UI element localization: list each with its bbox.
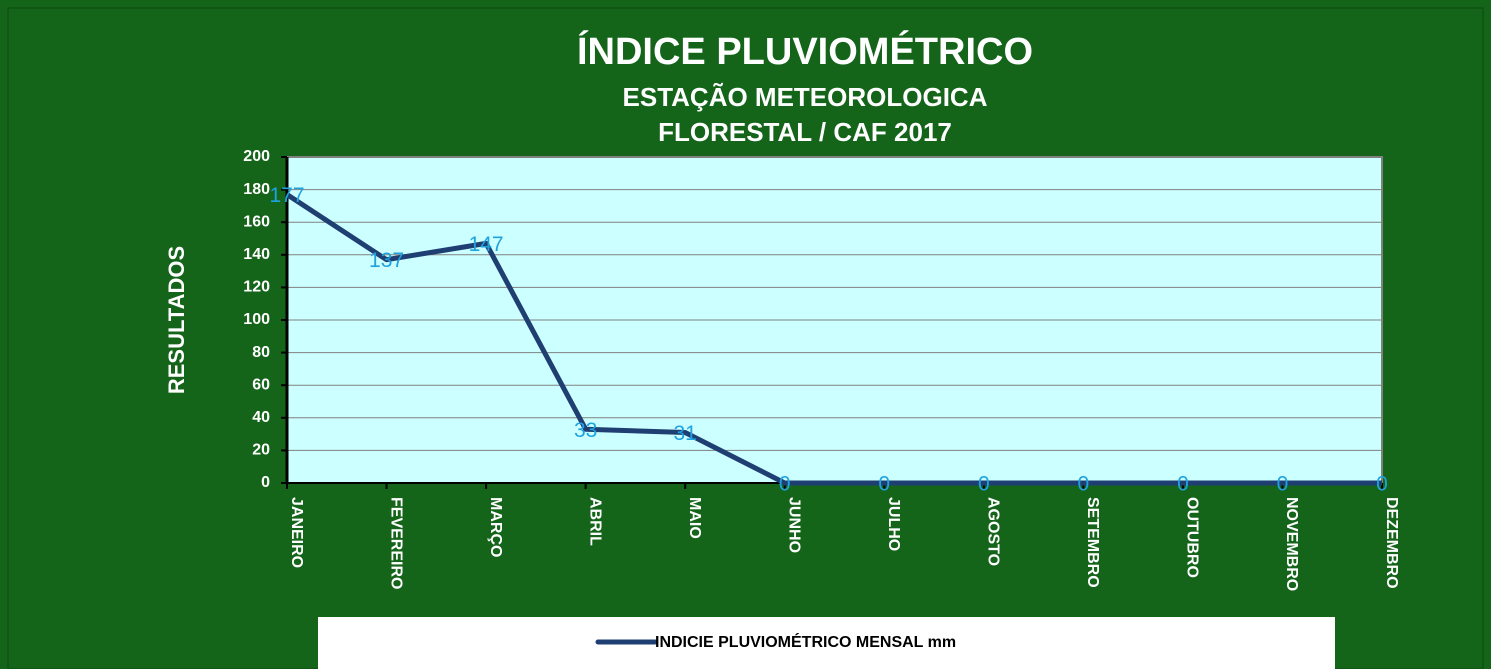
y-tick-label: 20 — [252, 442, 270, 459]
data-label: 0 — [978, 473, 990, 496]
chart-title: ÍNDICE PLUVIOMÉTRICO — [577, 29, 1033, 73]
data-label: 0 — [1277, 473, 1289, 496]
y-tick-label: 180 — [243, 181, 270, 198]
data-label: 0 — [1376, 473, 1388, 496]
x-tick-label: NOVEMBRO — [1283, 497, 1300, 591]
data-label: 0 — [1177, 473, 1189, 496]
y-tick-label: 100 — [243, 311, 270, 328]
x-tick-label: JUNHO — [785, 497, 802, 553]
data-label: 0 — [779, 473, 791, 496]
x-tick-label: ABRIL — [586, 497, 603, 546]
chart-subtitle: FLORESTAL / CAF 2017 — [658, 117, 952, 147]
y-tick-label: 80 — [252, 344, 270, 361]
chart-subtitle: ESTAÇÃO METEOROLOGICA — [623, 82, 988, 112]
y-tick-label: 60 — [252, 376, 270, 393]
data-label: 33 — [574, 419, 597, 442]
y-tick-label: 120 — [243, 279, 270, 296]
x-tick-label: DEZEMBRO — [1383, 497, 1400, 589]
data-label: 177 — [269, 184, 304, 207]
data-label: 147 — [469, 233, 504, 256]
data-label: 0 — [878, 473, 890, 496]
x-tick-label: AGOSTO — [985, 497, 1002, 566]
x-tick-label: MARÇO — [487, 497, 504, 557]
data-label: 31 — [674, 422, 697, 445]
legend — [318, 617, 1335, 669]
x-tick-label: JULHO — [885, 497, 902, 551]
x-tick-label: SETEMBRO — [1084, 497, 1101, 588]
x-tick-label: JANEIRO — [288, 497, 305, 568]
x-tick-label: MAIO — [686, 497, 703, 539]
y-tick-label: 0 — [261, 474, 270, 491]
y-tick-label: 160 — [243, 213, 270, 230]
x-tick-label: FEVEREIRO — [387, 497, 404, 589]
data-label: 137 — [369, 249, 404, 272]
y-tick-label: 140 — [243, 246, 270, 263]
legend-label: INDICIE PLUVIOMÉTRICO MENSAL mm — [655, 632, 956, 651]
chart-frame — [7, 7, 1484, 669]
data-label: 0 — [1078, 473, 1090, 496]
y-tick-label: 200 — [243, 148, 270, 165]
y-axis-title: RESULTADOS — [164, 246, 189, 394]
y-tick-label: 40 — [252, 409, 270, 426]
data-line — [285, 192, 1382, 486]
x-tick-label: OUTUBRO — [1184, 497, 1201, 578]
